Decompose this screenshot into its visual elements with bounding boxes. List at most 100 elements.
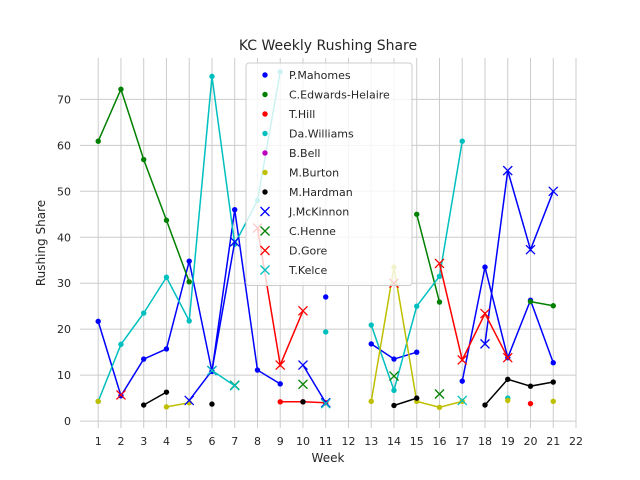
series-m-hardman — [141, 376, 556, 409]
data-point — [459, 138, 465, 144]
x-tick-label: 21 — [546, 435, 560, 448]
data-point-x-marker — [298, 305, 308, 316]
data-point — [550, 360, 556, 366]
data-point — [262, 150, 268, 156]
data-point-x-marker — [320, 398, 331, 409]
x-tick-label: 12 — [341, 435, 355, 448]
data-point-x-marker — [298, 360, 308, 370]
data-point — [527, 383, 534, 389]
legend-label: B.Bell — [289, 147, 320, 160]
legend-box — [245, 62, 413, 286]
data-point — [141, 356, 147, 362]
legend: P.Mahomes C.Edwards-Helaire T.Hill Da.Willi… — [245, 62, 413, 286]
data-point — [368, 322, 374, 328]
data-point — [141, 402, 147, 408]
data-point — [414, 303, 420, 309]
data-point-x-marker — [480, 338, 490, 349]
data-point — [391, 387, 397, 394]
series-line — [416, 214, 441, 303]
data-point — [232, 206, 238, 213]
data-point — [186, 279, 192, 285]
data-point-x-marker — [229, 236, 240, 247]
data-point-x-marker — [229, 380, 240, 391]
series-line — [211, 369, 236, 387]
series-line — [143, 391, 167, 406]
x-tick-label: 1 — [95, 435, 102, 448]
data-point — [414, 349, 420, 355]
data-point-x-marker — [434, 258, 445, 269]
series-line — [438, 263, 509, 363]
legend-label: P.Mahomes — [289, 69, 351, 82]
series-c-edwards-helaire — [95, 86, 556, 309]
data-point — [482, 402, 488, 408]
x-tick-label: 19 — [501, 435, 515, 448]
data-point — [505, 376, 511, 382]
data-point — [368, 398, 374, 405]
data-point-x-marker — [260, 265, 270, 275]
data-point — [323, 294, 329, 300]
data-point-x-marker — [502, 165, 513, 176]
x-tick-label: 9 — [277, 435, 284, 448]
data-point — [141, 310, 147, 316]
data-point — [163, 274, 170, 280]
y-tick-label: 60 — [57, 139, 71, 152]
y-tick-label: 20 — [57, 323, 71, 336]
x-tick-label: 7 — [231, 435, 238, 448]
legend-label: D.Gore — [289, 245, 328, 258]
legend-label: C.Henne — [289, 225, 336, 238]
data-point-x-marker — [260, 226, 270, 236]
data-point-x-marker — [480, 308, 490, 319]
x-tick-label: 22 — [569, 435, 583, 448]
x-tick-label: 17 — [455, 435, 469, 448]
data-point — [118, 341, 124, 348]
data-point-x-marker — [275, 360, 286, 370]
data-point — [391, 356, 397, 362]
data-point-x-marker — [207, 365, 217, 376]
data-point — [436, 299, 443, 305]
data-point-x-marker — [260, 245, 270, 256]
data-point — [414, 395, 420, 401]
legend-label: T.Hill — [288, 108, 315, 121]
x-tick-label: 13 — [364, 435, 378, 448]
data-point — [323, 329, 329, 335]
x-axis-ticks: 1 2 3 4 5 6 7 8 9 10 11 12 13 14 15 16 17 18 19 20 21 22 — [95, 435, 583, 448]
x-axis-label: Week — [312, 451, 345, 465]
data-point — [262, 130, 268, 137]
x-tick-label: 3 — [140, 435, 147, 448]
y-tick-label: 30 — [57, 277, 71, 290]
data-point — [550, 398, 556, 405]
legend-label: M.Burton — [289, 167, 339, 180]
x-tick-label: 8 — [254, 435, 261, 448]
series-line — [393, 397, 417, 407]
data-point-x-marker — [548, 186, 559, 197]
data-point-x-marker — [457, 395, 468, 406]
legend-label: J.McKinnon — [288, 206, 349, 219]
data-point — [262, 72, 268, 78]
y-axis-ticks: 0 10 20 30 40 50 60 70 — [57, 93, 71, 428]
data-point-x-marker — [260, 206, 270, 217]
data-point — [186, 318, 192, 324]
data-point — [277, 381, 283, 387]
data-point — [505, 397, 511, 404]
data-point — [95, 318, 101, 325]
data-point — [300, 399, 306, 405]
data-point — [186, 258, 192, 264]
data-point — [163, 404, 170, 410]
data-point-x-marker — [389, 371, 399, 382]
data-point — [254, 367, 261, 373]
legend-label: T.Kelce — [288, 264, 327, 277]
data-point — [262, 189, 268, 195]
data-point — [459, 378, 465, 384]
series-line — [302, 364, 327, 404]
series-line — [530, 300, 554, 307]
x-tick-label: 18 — [478, 435, 492, 448]
data-point — [527, 298, 534, 305]
y-tick-label: 40 — [57, 231, 71, 244]
data-point — [163, 346, 170, 352]
x-tick-label: 11 — [319, 435, 333, 448]
data-point — [550, 303, 556, 309]
series-line — [484, 170, 554, 344]
data-point — [482, 264, 488, 270]
data-point — [277, 399, 283, 405]
